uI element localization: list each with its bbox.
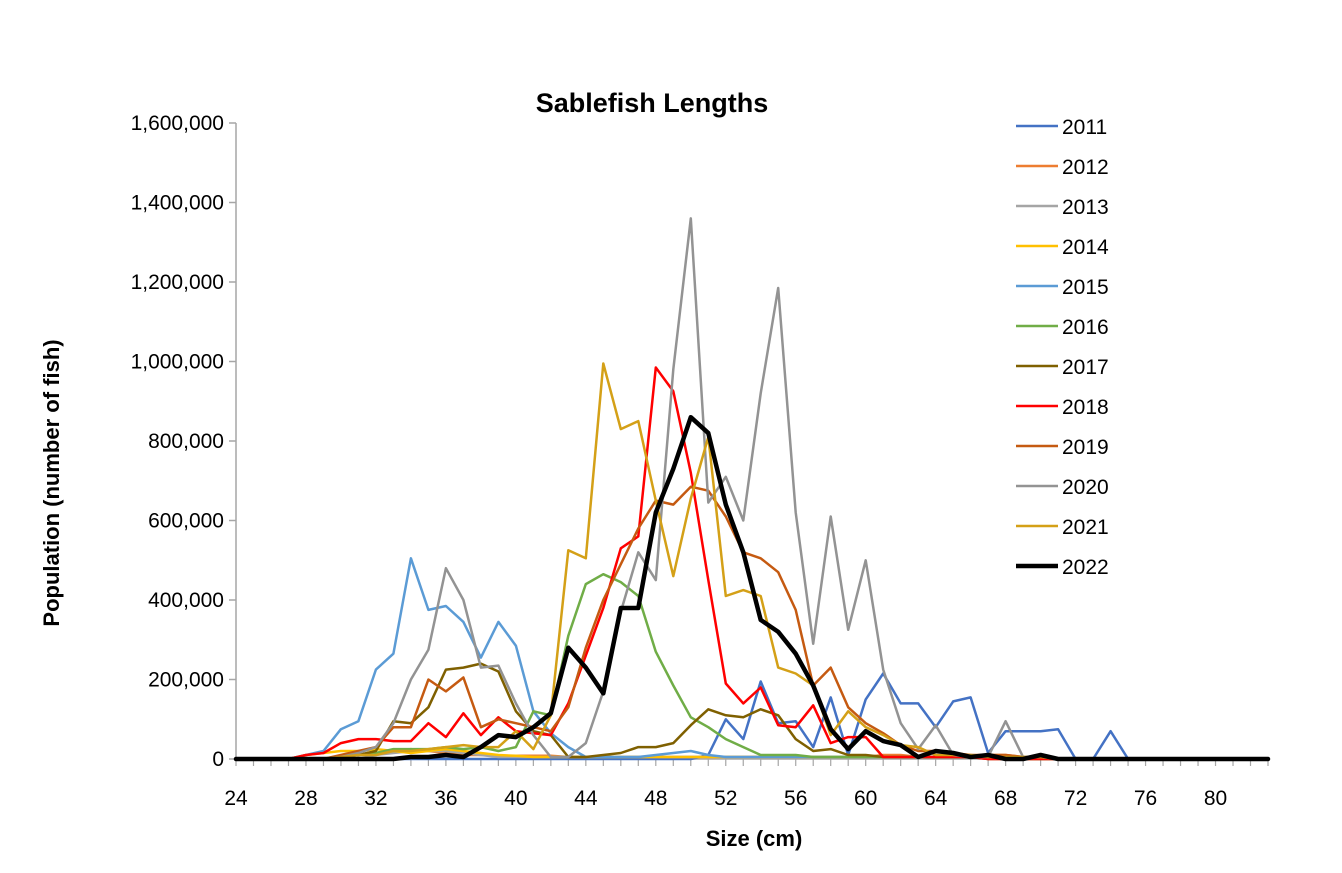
series-line-2020 bbox=[234, 217, 1270, 761]
legend-label-2016: 2016 bbox=[1062, 316, 1109, 339]
y-tick-label: 0 bbox=[212, 748, 224, 771]
y-tick-label: 800,000 bbox=[148, 430, 224, 453]
legend-label-2019: 2019 bbox=[1062, 436, 1109, 459]
x-axis-label: Size (cm) bbox=[706, 826, 803, 851]
axes: 0 200,000 400,000 600,000 800,000 1,000,000 1,… bbox=[131, 112, 1269, 810]
x-tick-label: 56 bbox=[784, 787, 807, 810]
x-tick-label: 40 bbox=[504, 787, 527, 810]
y-tick-label: 1,200,000 bbox=[131, 271, 224, 294]
legend: 2011 2012 2013 2014 2015 2016 2017 2018 2019 2020… bbox=[1016, 116, 1109, 579]
legend-label-2021: 2021 bbox=[1062, 516, 1109, 539]
x-tick-label: 52 bbox=[714, 787, 737, 810]
x-tick-label: 72 bbox=[1064, 787, 1087, 810]
y-tick-label: 400,000 bbox=[148, 589, 224, 612]
x-tick-label: 68 bbox=[994, 787, 1017, 810]
x-tick-label: 28 bbox=[294, 787, 317, 810]
legend-label-2018: 2018 bbox=[1062, 396, 1109, 419]
x-tick-label: 76 bbox=[1134, 787, 1157, 810]
legend-label-2022: 2022 bbox=[1062, 556, 1109, 579]
legend-label-2017: 2017 bbox=[1062, 356, 1109, 379]
x-tick-label: 24 bbox=[224, 787, 248, 810]
series-line-2021 bbox=[234, 362, 1270, 761]
series-line-2022 bbox=[233, 414, 1271, 762]
legend-label-2020: 2020 bbox=[1062, 476, 1109, 499]
x-tick-label: 36 bbox=[434, 787, 457, 810]
x-tick-label: 60 bbox=[854, 787, 877, 810]
y-tick-label: 1,600,000 bbox=[131, 112, 224, 135]
series-line-2019 bbox=[234, 485, 1270, 761]
series-line-2018 bbox=[234, 366, 1270, 761]
x-tick-label: 32 bbox=[364, 787, 387, 810]
legend-label-2013: 2013 bbox=[1062, 196, 1109, 219]
x-tick-label: 48 bbox=[644, 787, 667, 810]
series-line-2011 bbox=[234, 672, 1270, 761]
chart-title: Sablefish Lengths bbox=[536, 88, 769, 118]
x-tick-label: 64 bbox=[924, 787, 948, 810]
y-tick-label: 1,400,000 bbox=[131, 192, 224, 215]
series-group bbox=[233, 217, 1271, 762]
legend-label-2012: 2012 bbox=[1062, 156, 1109, 179]
y-tick-label: 600,000 bbox=[148, 510, 224, 533]
legend-label-2015: 2015 bbox=[1062, 276, 1109, 299]
x-tick-label: 80 bbox=[1204, 787, 1227, 810]
y-axis-label: Population (number of fish) bbox=[39, 339, 64, 626]
y-tick-label: 1,000,000 bbox=[131, 351, 224, 374]
legend-label-2014: 2014 bbox=[1062, 236, 1109, 259]
y-tick-label: 200,000 bbox=[148, 669, 224, 692]
x-tick-label: 44 bbox=[574, 787, 598, 810]
legend-label-2011: 2011 bbox=[1062, 116, 1107, 139]
